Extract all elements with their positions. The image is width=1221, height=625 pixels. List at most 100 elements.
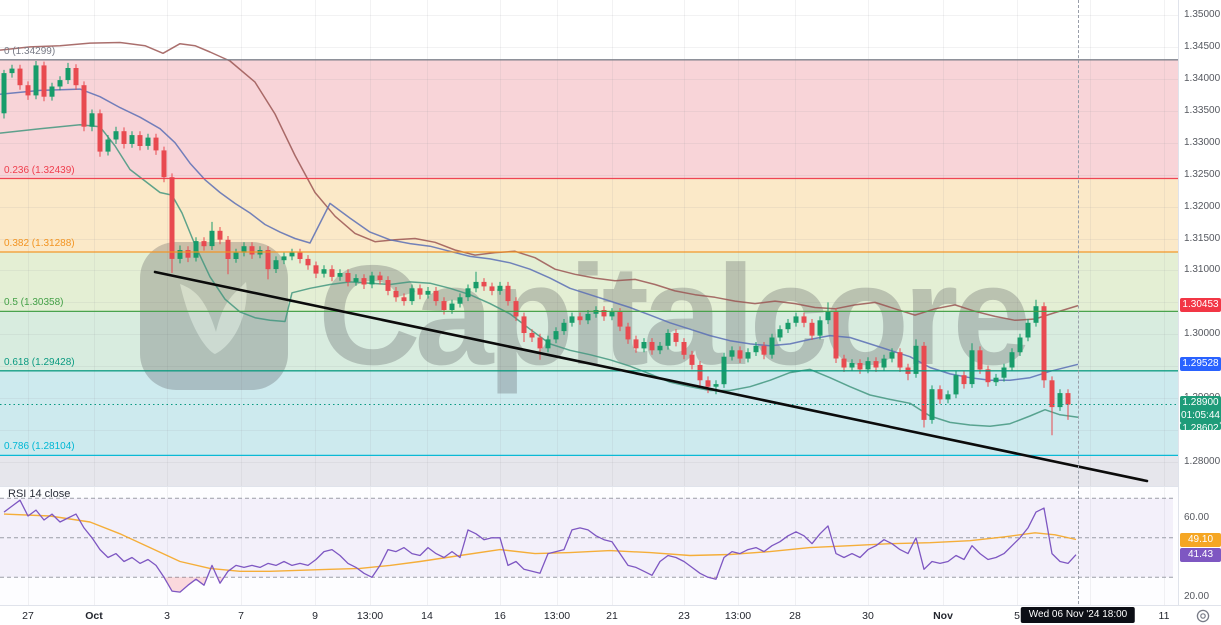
price-axis-label: 1.31500	[1184, 233, 1221, 244]
v-gridline	[1164, 486, 1165, 605]
candle-body	[545, 339, 551, 349]
price-axis-label: 1.33500	[1184, 105, 1221, 116]
candle-body	[513, 301, 519, 317]
time-tick-Nov[interactable]: Nov	[933, 610, 953, 622]
candle-body	[841, 358, 847, 368]
candle-body	[825, 311, 831, 321]
time-tick-13:00[interactable]: 13:00	[543, 610, 571, 622]
candle-body	[1049, 380, 1055, 408]
candle-body	[697, 365, 703, 381]
candle-body	[81, 85, 87, 127]
candle-body	[281, 256, 287, 261]
candle-body	[33, 65, 39, 96]
candle-body	[657, 345, 663, 351]
v-gridline	[557, 486, 558, 605]
descending-trendline	[153, 270, 1149, 483]
candle-body	[937, 389, 943, 400]
time-tick-30[interactable]: 30	[862, 610, 874, 622]
v-gridline	[370, 0, 371, 486]
candle-body	[1033, 306, 1039, 323]
rsi-indicator-label[interactable]: RSI 14 close	[8, 488, 71, 500]
candle-body	[201, 241, 207, 247]
time-tick-3[interactable]: 3	[164, 610, 170, 622]
price-axis-label: 1.35000	[1184, 9, 1221, 20]
candle-body	[849, 363, 855, 368]
time-tick-5[interactable]: 5	[1014, 610, 1020, 622]
v-gridline	[1164, 0, 1165, 486]
candle-body	[969, 350, 975, 385]
time-tick-21[interactable]: 21	[606, 610, 618, 622]
price-axis-label: 1.34000	[1184, 73, 1221, 84]
bb-basis-line	[0, 88, 1079, 382]
candle-body	[769, 337, 775, 355]
h-gridline	[0, 366, 1178, 368]
v-gridline	[1017, 486, 1018, 605]
candle-body	[177, 250, 183, 259]
bb-basis-price-chip: 1.29528	[1180, 357, 1221, 371]
time-tick-13:00[interactable]: 13:00	[724, 610, 752, 622]
candle-body	[857, 363, 863, 370]
h-gridline	[0, 174, 1178, 176]
realtime-clock-icon[interactable]	[1195, 608, 1211, 624]
time-tick-11[interactable]: 11	[1158, 610, 1170, 622]
candle-body	[561, 322, 567, 332]
time-axis[interactable]: Wed 06 Nov '24 18:00 27 Oct 3 7 9 13:00 14 16 13…	[0, 605, 1221, 625]
candle-body	[185, 250, 191, 258]
h-gridline	[0, 302, 1178, 304]
candle-body	[361, 278, 367, 285]
candle-body	[889, 352, 895, 359]
candle-body	[353, 278, 359, 282]
bb-upper-price-chip: 1.30453	[1180, 298, 1221, 312]
candle-body	[457, 297, 463, 304]
v-gridline	[1090, 0, 1091, 486]
candle-body	[761, 345, 767, 355]
price-pane[interactable]: Capitalcore 0 (1.34299) 0.236 (1.32439) 0.…	[0, 0, 1178, 486]
time-tick-13:00[interactable]: 13:00	[356, 610, 384, 622]
candle-body	[313, 265, 319, 274]
candle-body	[777, 329, 783, 338]
candle-body	[897, 352, 903, 368]
candle-body	[977, 350, 983, 370]
time-tick-28[interactable]: 28	[789, 610, 801, 622]
time-tick-23[interactable]: 23	[678, 610, 690, 622]
v-gridline	[738, 0, 739, 486]
pane-divider[interactable]	[0, 486, 1178, 487]
fib-band-0.618	[0, 370, 1178, 456]
candle-body	[193, 241, 199, 258]
time-tick-Oct[interactable]: Oct	[85, 610, 103, 622]
h-gridline	[0, 462, 1178, 463]
candle-body	[217, 230, 223, 240]
v-gridline	[241, 486, 242, 605]
v-gridline	[94, 486, 95, 605]
candle-body	[489, 286, 495, 291]
v-gridline	[868, 0, 869, 486]
price-axis-label: 1.28000	[1184, 456, 1221, 467]
fibonacci-bands-layer	[0, 59, 1178, 486]
candle-body	[745, 352, 751, 359]
price-axis-label: 1.31000	[1184, 264, 1221, 275]
price-axis-label: 1.30000	[1184, 328, 1221, 339]
price-axis[interactable]: 1.35000 1.34500 1.34000 1.33500 1.33000 1.325…	[1178, 0, 1221, 605]
candle-body	[249, 246, 255, 255]
candle-body	[521, 316, 527, 333]
candle-body	[833, 311, 839, 359]
candle-body	[393, 290, 399, 298]
candle-body	[57, 80, 63, 87]
time-tick-14[interactable]: 14	[421, 610, 433, 622]
time-tick-16[interactable]: 16	[494, 610, 506, 622]
candle-body	[161, 150, 167, 178]
candle-body	[369, 275, 375, 285]
rsi-oversold-fill	[164, 577, 208, 593]
time-tick-27[interactable]: 27	[22, 610, 34, 622]
rsi-pane[interactable]: RSI 14 close	[0, 486, 1178, 605]
candle-body	[337, 273, 343, 277]
v-gridline	[370, 486, 371, 605]
price-axis-label: 1.33000	[1184, 137, 1221, 148]
candle-body	[801, 316, 807, 323]
time-tick-9[interactable]: 9	[312, 610, 318, 622]
candle-body	[625, 326, 631, 340]
time-tick-7[interactable]: 7	[238, 610, 244, 622]
candle-body	[41, 65, 47, 97]
candle-body	[329, 269, 335, 277]
rsi-line	[3, 499, 1077, 593]
